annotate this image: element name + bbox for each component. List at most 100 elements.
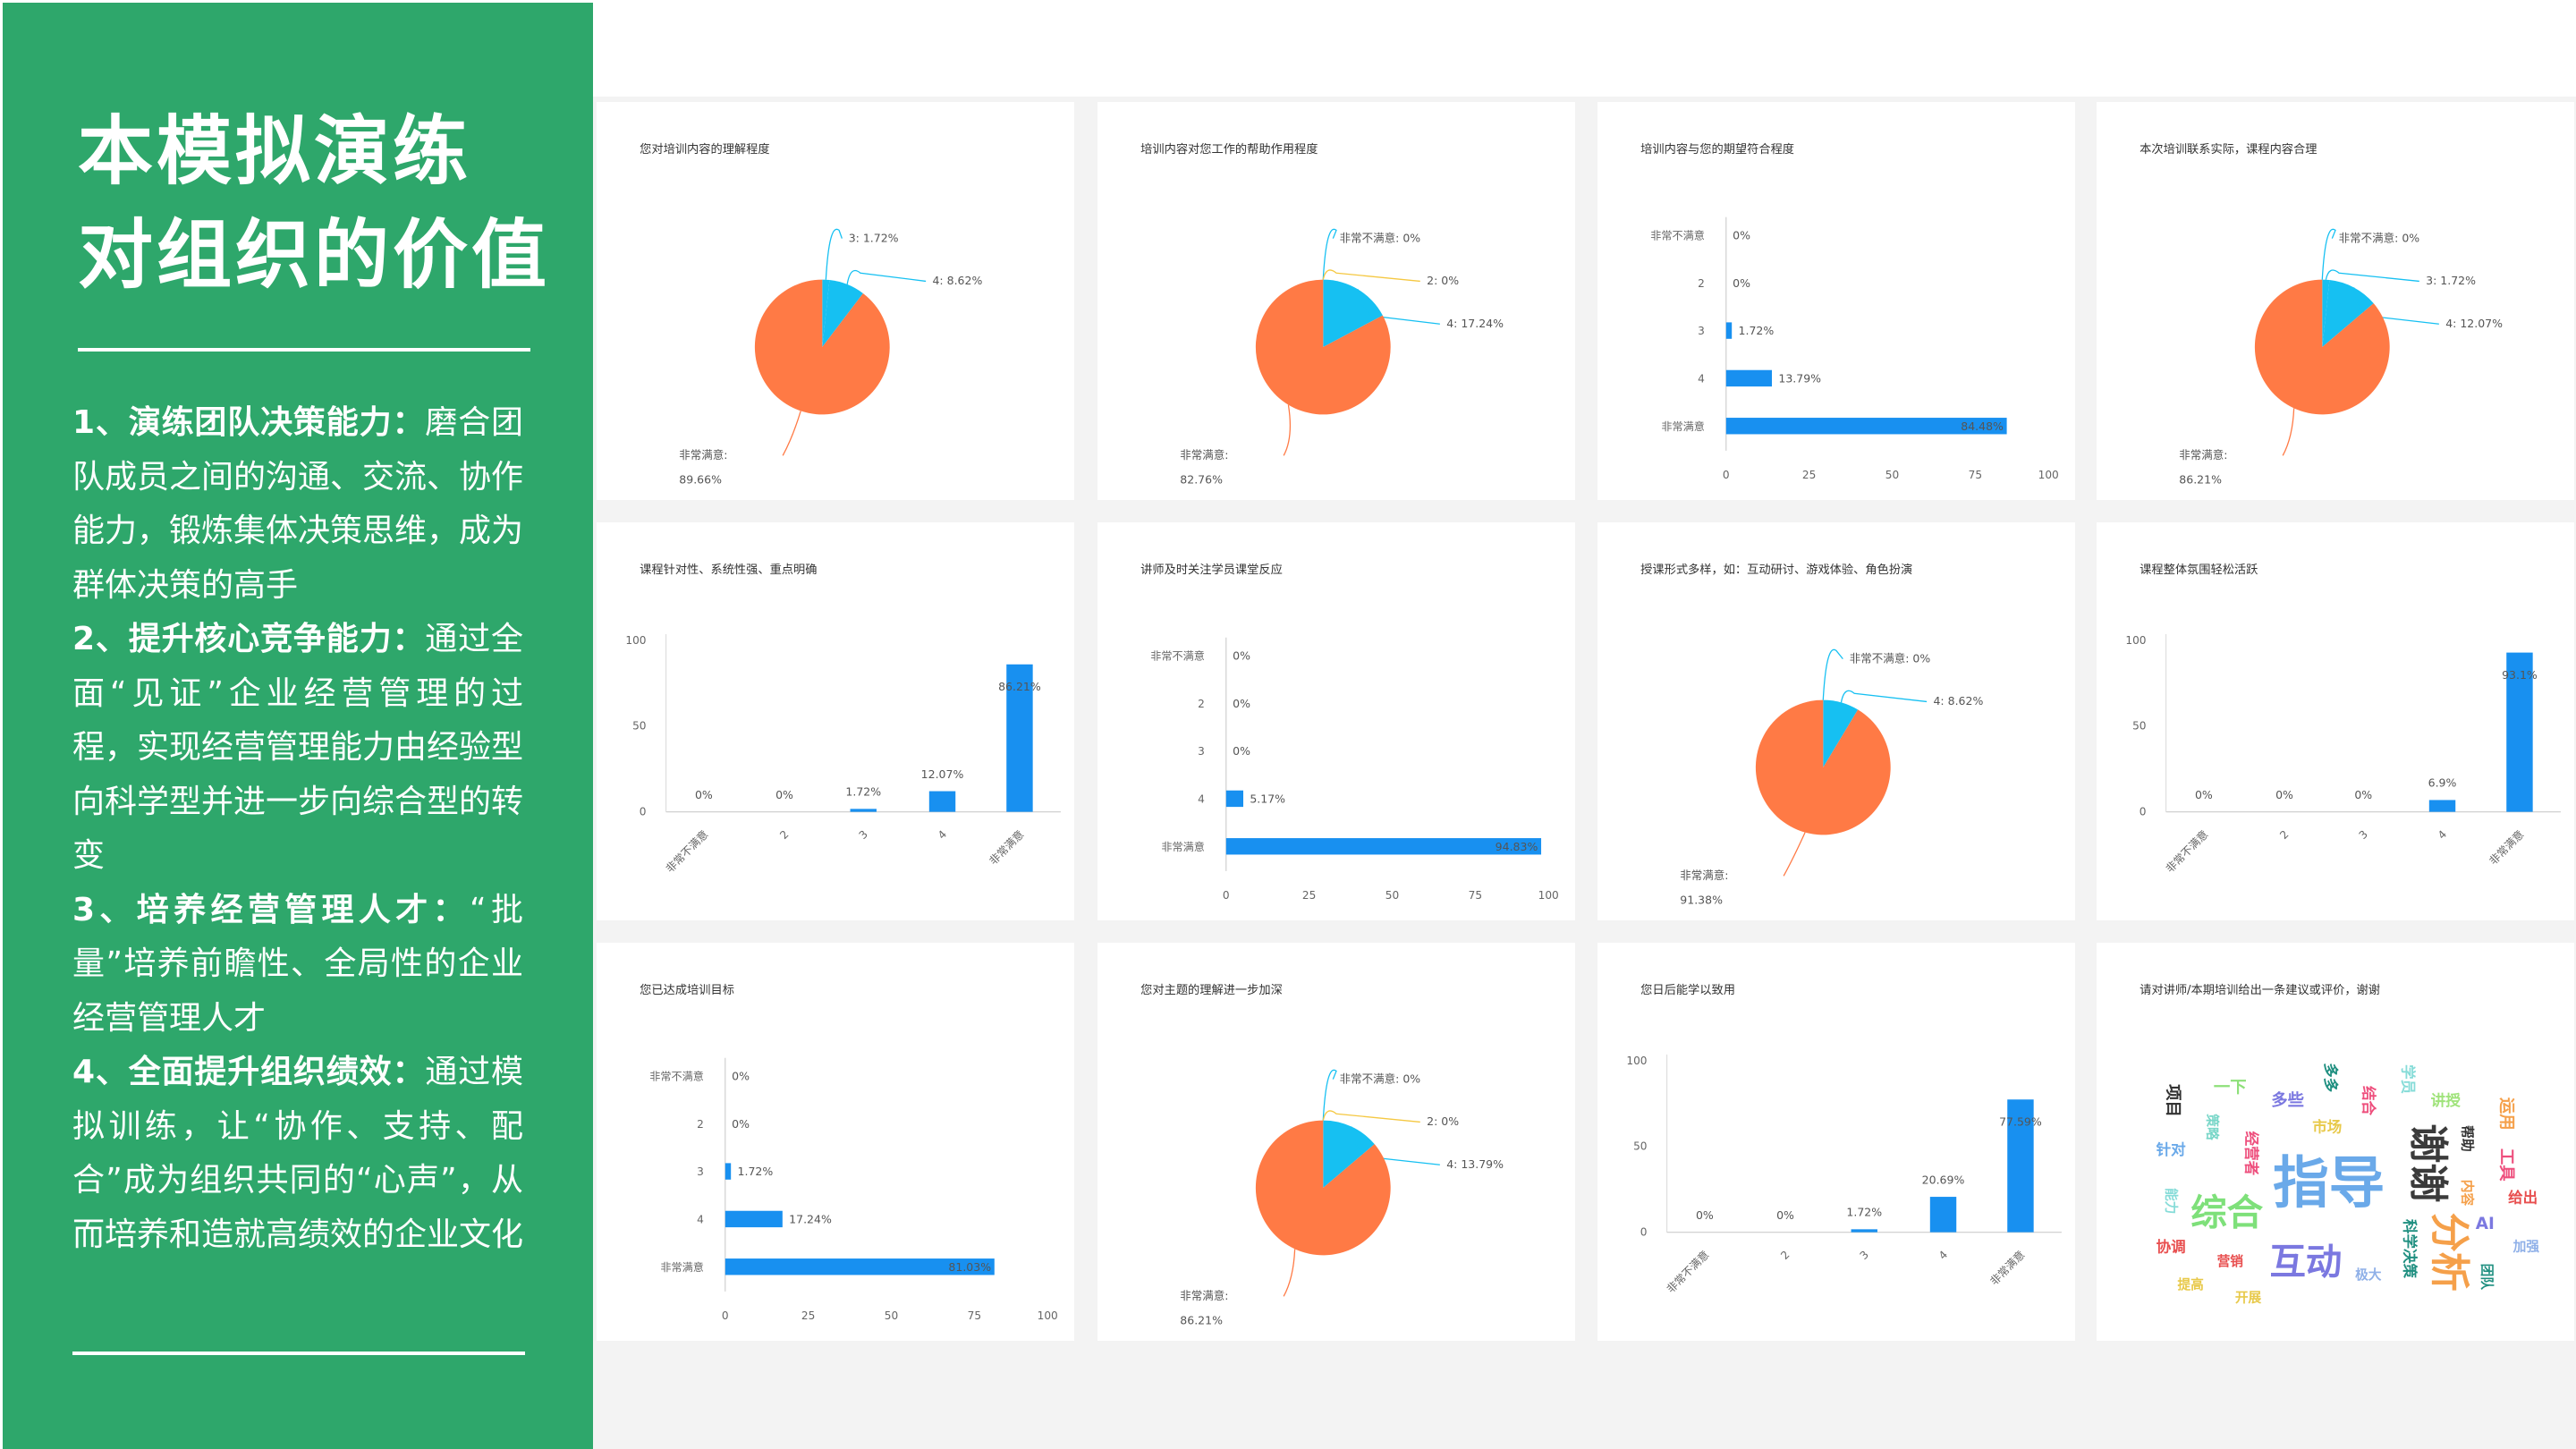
pie-slice — [1323, 279, 1383, 347]
value-label: 0% — [1776, 1208, 1794, 1222]
word: 互动 — [2269, 1241, 2342, 1284]
y-tick-label: 0 — [1640, 1225, 1648, 1238]
chart-card: 培训内容与您的期望符合程度 非常不满意 0% 2 0% 3 1.72% 4 13.79% 非常满意… — [1597, 102, 2075, 500]
chart-pie: 您对培训内容的理解程度 3: 1.72% 4: 8.62% 非常满意: 89.66% — [640, 141, 982, 487]
chart-card: 课程整体氛围轻松活跃 0 50 100 0% 非常不满意 0% 2 0% 3 6.9% 4 93.1% 非… — [2097, 522, 2574, 920]
slice-value: 86.21% — [2179, 473, 2222, 487]
value-label: 0% — [775, 788, 793, 801]
bar — [1725, 322, 1733, 339]
chart-title: 您对培训内容的理解程度 — [640, 141, 769, 157]
chart-card: 请对讲师/本期培训给出一条建议或评价，谢谢 指导 综合 互动 谢谢 分析 项目 一下 多些 多多结… — [2097, 943, 2574, 1341]
x-tick-label: 非常不满意 — [663, 827, 710, 875]
leader-line — [1840, 690, 1928, 703]
category-label: 4 — [697, 1214, 704, 1226]
slice-label: 非常满意: — [1680, 869, 1728, 882]
value-label: 0% — [732, 1117, 750, 1131]
y-tick-label: 100 — [1626, 1055, 1647, 1067]
category-label: 2 — [1198, 698, 1205, 710]
y-tick-label: 0 — [640, 805, 647, 818]
value-label: 13.79% — [1778, 372, 1821, 386]
value-label: 84.48% — [1961, 419, 2004, 433]
word: 指导 — [2273, 1150, 2385, 1216]
value-label: 81.03% — [948, 1260, 991, 1274]
word: 提高 — [2177, 1276, 2204, 1292]
bar — [1725, 418, 2007, 435]
word: 策略 — [2205, 1113, 2221, 1141]
leader-line — [1283, 404, 1292, 456]
slice-label: 4: 12.07% — [2445, 317, 2503, 330]
value-label: 0% — [1696, 1208, 1714, 1222]
value-label: 77.59% — [1999, 1115, 2042, 1129]
point-heading: 1、演练团队决策能力： — [72, 404, 426, 441]
value-label: 1.72% — [1739, 324, 1775, 337]
bar — [724, 1258, 995, 1275]
slice-label: 3: 1.72% — [2426, 274, 2476, 287]
word: 综合 — [2190, 1191, 2263, 1234]
category-label: 3 — [697, 1165, 704, 1178]
category-label: 非常不满意 — [1650, 229, 1705, 242]
leader-line — [2325, 269, 2419, 283]
x-tick-label: 0 — [1223, 889, 1230, 902]
leader-line — [1783, 832, 1806, 877]
word: AI — [2476, 1215, 2495, 1233]
left-panel: 本模拟演练 对组织的价值 1、演练团队决策能力：磨合团队成员之间的沟通、交流、协… — [3, 3, 593, 1449]
value-label: 0% — [1233, 649, 1250, 663]
leader-line — [1322, 1069, 1337, 1121]
value-label: 86.21% — [998, 680, 1041, 693]
category-label: 2 — [697, 1118, 704, 1131]
category-label: 非常满意 — [1661, 419, 1705, 433]
value-points: 1、演练团队决策能力：磨合团队成员之间的沟通、交流、协作能力，锻炼集体决策思维，… — [72, 396, 523, 1262]
category-label: 非常满意 — [1161, 840, 1205, 853]
leader-line — [825, 228, 843, 280]
chart-card: 授课形式多样，如：互动研讨、游戏体验、角色扮演 非常不满意: 0% 4: 8.62%… — [1597, 522, 2075, 920]
x-tick-label: 100 — [1538, 889, 1559, 902]
chart-title: 您对主题的理解进一步加深 — [1140, 982, 1283, 997]
slice-label: 2: 0% — [1427, 274, 1459, 287]
value-label: 5.17% — [1250, 792, 1285, 806]
word: 一下 — [2214, 1078, 2247, 1097]
bar — [2428, 800, 2456, 812]
y-tick-label: 100 — [2125, 634, 2146, 647]
value-point: 3、培养经营管理人才：“批量”培养前瞻性、全局性的企业经营管理人才 — [72, 884, 523, 1046]
word: 谢谢 — [2404, 1123, 2450, 1202]
word: 加强 — [2512, 1240, 2540, 1255]
value-label: 0% — [1233, 744, 1250, 758]
x-tick-label: 非常满意 — [987, 827, 1027, 868]
pie-slice — [1323, 1120, 1375, 1188]
chart-card: 讲师及时关注学员课堂反应 非常不满意 0% 2 0% 3 0% 4 5.17% 非常满意 94.83… — [1097, 522, 1575, 920]
word: 给出 — [2508, 1189, 2538, 1207]
pie-slice — [754, 279, 890, 415]
x-tick-label: 0 — [722, 1309, 729, 1322]
category-label: 3 — [1698, 325, 1705, 337]
chart-title: 培训内容对您工作的帮助作用程度 — [1140, 141, 1318, 157]
word: 针对 — [2157, 1140, 2187, 1158]
x-tick-label: 75 — [968, 1309, 981, 1322]
point-text: “批量”培养前瞻性、全局性的企业经营管理人才 — [72, 891, 523, 1037]
word: 科学决策 — [2401, 1219, 2419, 1279]
bar — [724, 1210, 783, 1228]
value-label: 1.72% — [845, 785, 881, 799]
bar — [1225, 838, 1542, 855]
value-label: 0% — [1733, 276, 1750, 290]
value-label: 12.07% — [921, 767, 964, 781]
point-text: 磨合团队成员之间的沟通、交流、协作能力，锻炼集体决策思维，成为群体决策的高手 — [72, 404, 524, 604]
word: 多些 — [2271, 1090, 2304, 1110]
category-label: 2 — [1698, 277, 1705, 290]
slice-label: 4: 8.62% — [1933, 694, 1983, 708]
value-label: 0% — [732, 1070, 750, 1083]
point-heading: 4、全面提升组织绩效： — [72, 1054, 426, 1090]
x-tick-label: 3 — [1858, 1249, 1871, 1262]
x-tick-label: 25 — [1802, 469, 1816, 481]
word: 讲授 — [2431, 1091, 2462, 1109]
x-tick-label: 0 — [1723, 469, 1730, 481]
pie-slice — [1755, 699, 1891, 835]
chart-title: 讲师及时关注学员课堂反应 — [1140, 563, 1283, 577]
value-label: 94.83% — [1496, 840, 1538, 853]
chart-title: 您日后能学以致用 — [1640, 982, 1735, 997]
leader-line — [1322, 269, 1420, 283]
word: 营销 — [2217, 1253, 2244, 1269]
bar — [1725, 369, 1773, 387]
